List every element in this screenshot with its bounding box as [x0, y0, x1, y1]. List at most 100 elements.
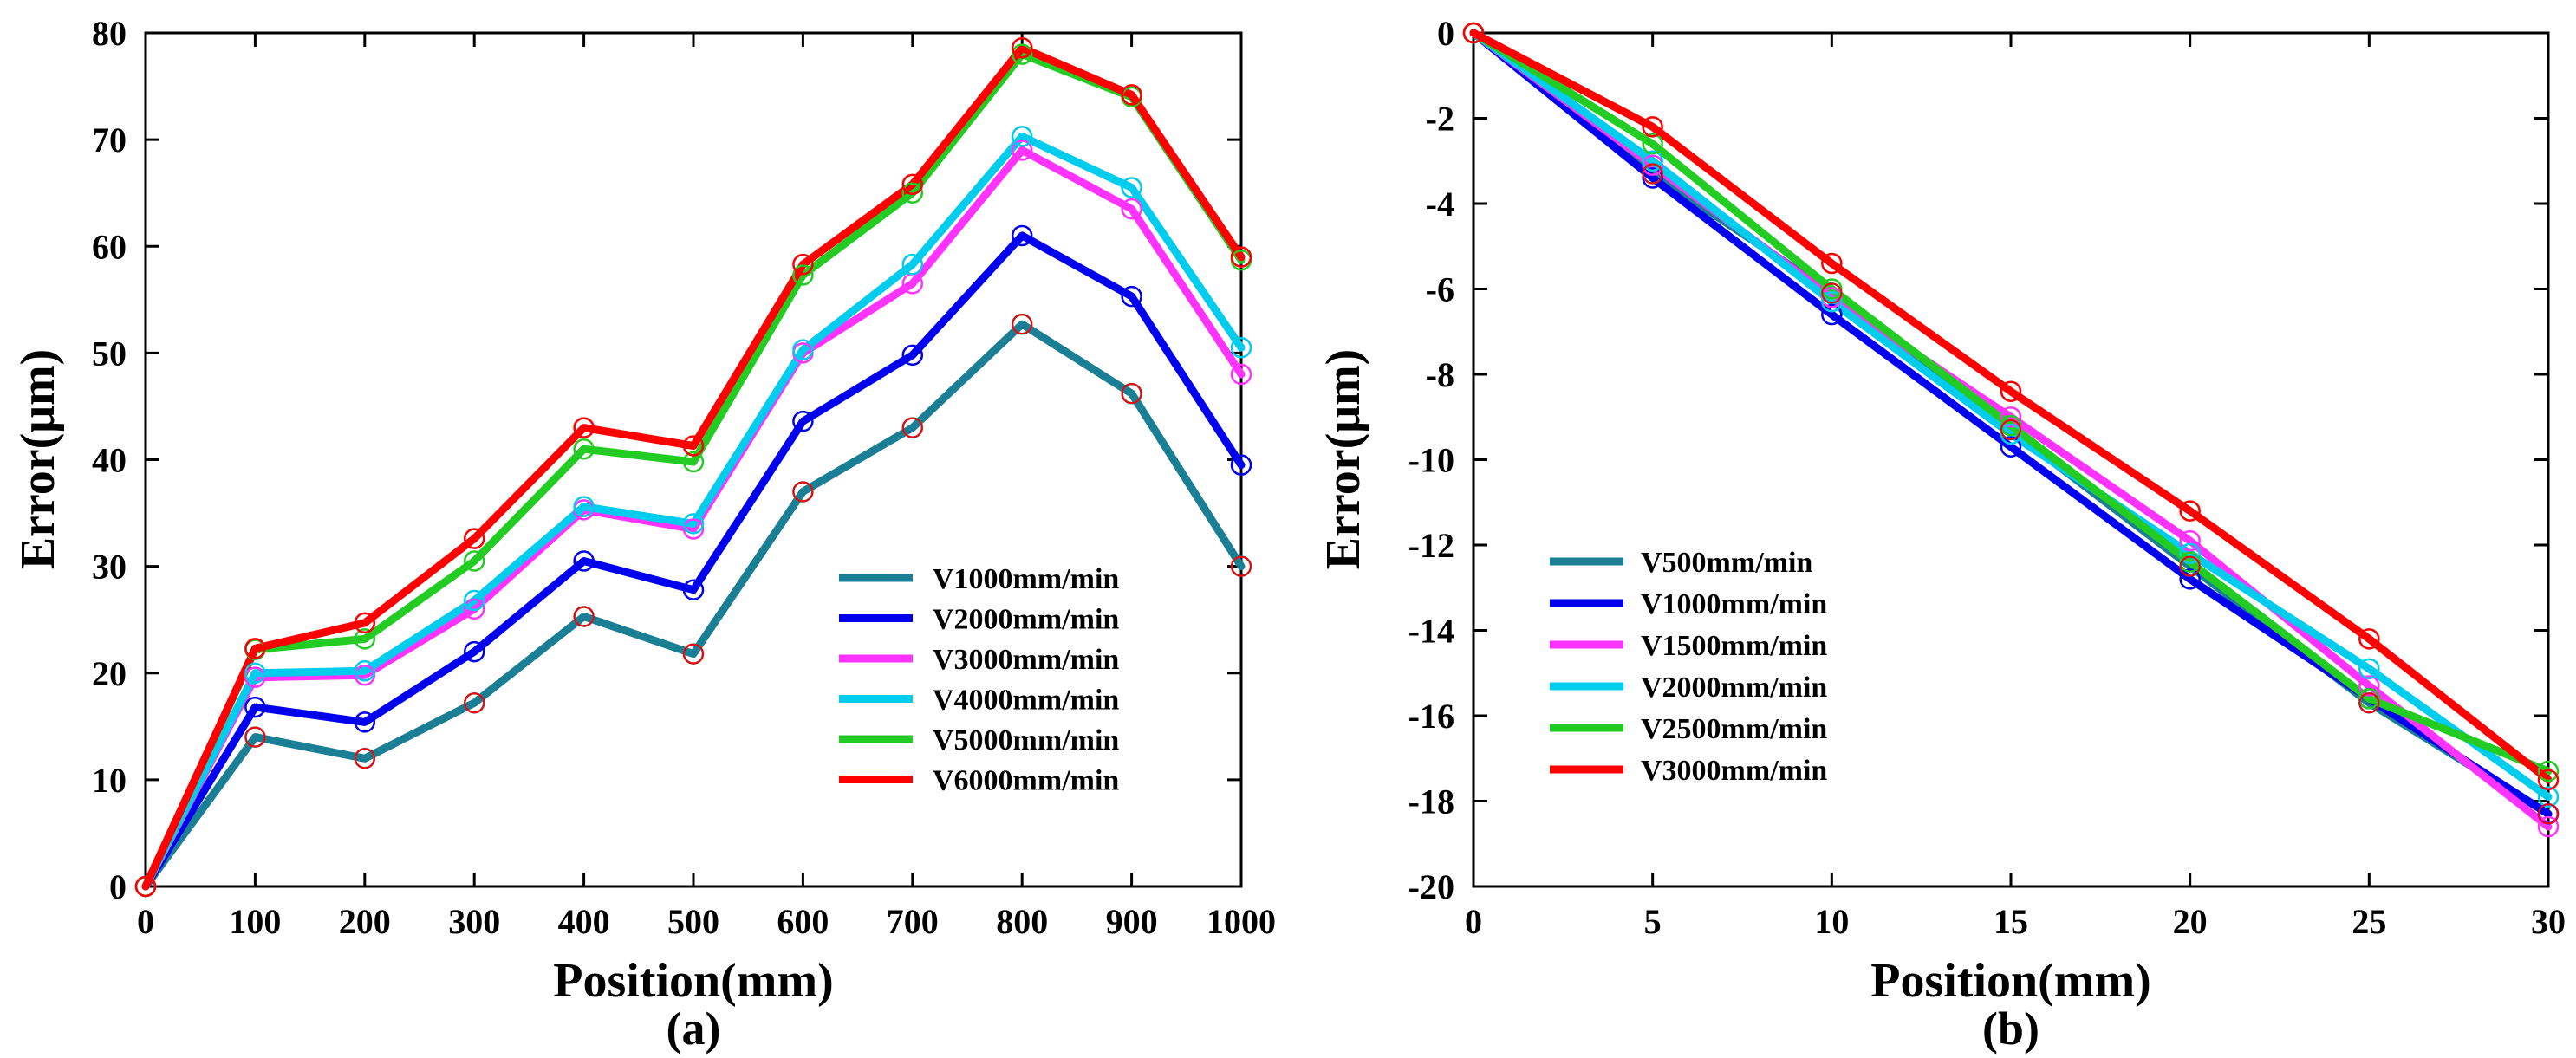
- data-point-marker-overlay: [2000, 380, 2021, 402]
- data-point-marker: [354, 628, 376, 650]
- data-point-marker-overlay: [683, 643, 704, 665]
- data-point-marker: [2000, 414, 2022, 437]
- data-point-marker: [573, 438, 595, 460]
- chart-panel-a: 0 100 200 300 400 500 600 700 800 900 1000 0 10 20 30 4…: [11, 14, 1276, 1055]
- y-tick-label: 10: [92, 761, 127, 800]
- panel-label: (b): [1982, 1003, 2039, 1055]
- data-point-marker: [2179, 529, 2201, 552]
- data-point-marker-overlay: [792, 481, 814, 503]
- data-point-marker: [463, 589, 485, 612]
- data-point-marker-overlay: [354, 748, 375, 769]
- legend-entry: V5000mm/min: [933, 724, 1119, 756]
- data-point-marker-overlay: [1121, 383, 1142, 405]
- x-tick-label: 500: [667, 902, 719, 941]
- x-tick-label: 100: [229, 902, 281, 941]
- data-point-marker: [463, 598, 485, 620]
- data-point-marker-overlay: [2179, 500, 2201, 522]
- data-point-marker-overlay: [1231, 555, 1252, 577]
- data-point-marker: [792, 264, 814, 286]
- data-point-marker-overlay: [901, 417, 923, 438]
- data-point-marker: [1011, 126, 1033, 147]
- data-point-marker: [901, 344, 924, 367]
- legend-entry: V1500mm/min: [1641, 630, 1827, 662]
- y-tick-label: -8: [1426, 355, 1454, 394]
- data-point-marker-overlay: [2358, 692, 2380, 714]
- y-tick-label: 40: [92, 441, 127, 480]
- y-tick-label: -10: [1408, 441, 1454, 480]
- x-tick-label: 0: [1465, 902, 1482, 941]
- y-tick-label: -14: [1408, 612, 1454, 651]
- data-point-marker: [682, 513, 705, 535]
- x-tick-label: 25: [2352, 902, 2386, 941]
- data-point-marker-overlay: [683, 435, 704, 457]
- data-point-marker: [573, 496, 595, 517]
- series-line-V2000mm/min: [141, 231, 1246, 891]
- data-point-marker: [1121, 285, 1142, 308]
- data-point-marker-overlay: [2358, 628, 2380, 650]
- y-axis-title: Error(μm): [1317, 349, 1370, 570]
- data-point-marker-overlay: [354, 612, 375, 633]
- data-point-marker: [792, 339, 814, 360]
- series-line-V6000mm/min: [141, 43, 1246, 891]
- data-point-marker: [1011, 140, 1033, 161]
- legend-entry: V2500mm/min: [1641, 713, 1827, 745]
- legend-entry: V3000mm/min: [1641, 755, 1827, 787]
- series-line-V5000mm/min: [141, 50, 1246, 891]
- y-tick-label: -16: [1408, 697, 1454, 736]
- legend-entry: V2000mm/min: [933, 604, 1119, 636]
- legend-entry: V4000mm/min: [933, 685, 1119, 717]
- data-point-marker-overlay: [1231, 246, 1252, 268]
- data-point-marker: [573, 550, 595, 572]
- y-tick-label: -20: [1408, 867, 1454, 906]
- data-point-marker: [2537, 815, 2560, 838]
- y-tick-label: 60: [92, 227, 127, 266]
- y-tick-label: -6: [1426, 270, 1454, 309]
- data-point-marker-overlay: [2538, 769, 2559, 790]
- data-point-marker: [2358, 688, 2380, 710]
- chart-panel-b: 0 5 10 15 20 25 30 0 -2 -4 -6 -8 -10 -12 -14 -16 -18 -20 P…: [1317, 14, 2566, 1055]
- x-tick-label: 5: [1644, 902, 1662, 941]
- data-point-marker: [1011, 43, 1033, 65]
- data-point-marker: [901, 182, 924, 204]
- legend-entry: V1000mm/min: [1641, 588, 1827, 620]
- x-tick-label: 30: [2531, 902, 2566, 941]
- data-point-marker: [1821, 278, 1843, 300]
- data-point-marker: [463, 640, 485, 663]
- y-tick-label: 0: [109, 867, 127, 906]
- data-point-marker: [2537, 760, 2560, 782]
- legend-entry: V2000mm/min: [1641, 672, 1827, 704]
- series-line-V3000mm/min: [141, 146, 1246, 891]
- y-axis-title: Error(μm): [11, 349, 65, 570]
- data-point-marker: [244, 696, 266, 718]
- data-point-marker-overlay: [901, 173, 923, 195]
- data-point-marker: [1121, 177, 1142, 198]
- data-point-marker: [682, 451, 705, 473]
- x-tick-label: 900: [1106, 902, 1158, 941]
- data-point-marker-overlay: [1642, 116, 1663, 138]
- data-point-marker: [354, 711, 376, 733]
- data-point-marker-overlay: [2538, 803, 2559, 825]
- data-point-marker-overlay: [244, 726, 266, 748]
- data-point-marker: [463, 550, 485, 572]
- data-point-marker: [2179, 568, 2201, 590]
- x-tick-label: 300: [448, 902, 500, 941]
- data-point-marker: [2179, 542, 2201, 565]
- legend: V500mm/min V1000mm/min V1500mm/min V2000mm/…: [1550, 547, 1827, 787]
- data-point-marker: [2358, 675, 2380, 697]
- x-tick-label: 700: [887, 902, 939, 941]
- data-point-marker: [1821, 303, 1843, 326]
- data-point-marker: [1230, 363, 1252, 386]
- x-tick-label: 20: [2173, 902, 2208, 941]
- data-point-marker-overlay: [135, 876, 156, 897]
- x-axis-title: Position(mm): [1870, 954, 2151, 1008]
- data-point-marker: [2000, 436, 2022, 458]
- data-point-marker-overlay: [1821, 252, 1843, 274]
- data-point-marker: [1011, 224, 1033, 247]
- x-tick-label: 10: [1814, 902, 1849, 941]
- data-point-marker: [682, 518, 705, 540]
- data-point-marker: [244, 662, 266, 684]
- data-point-marker: [1642, 167, 1663, 189]
- data-point-marker: [1121, 198, 1142, 220]
- data-point-marker-overlay: [1463, 23, 1484, 43]
- data-point-marker-overlay: [1012, 314, 1033, 335]
